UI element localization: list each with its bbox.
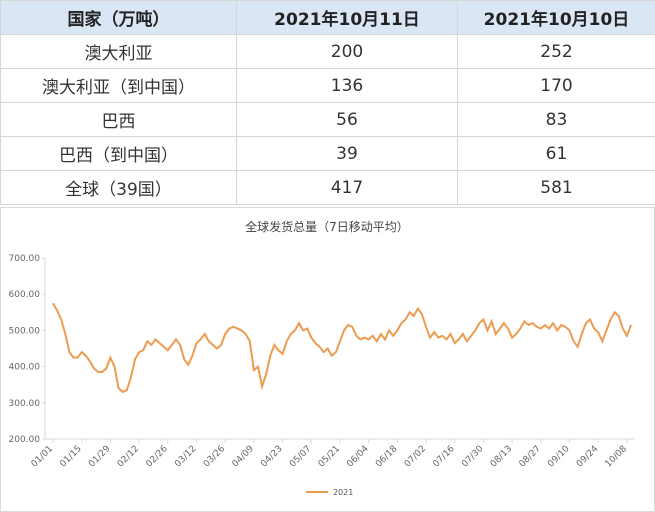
y-tick-label: 300.00 bbox=[9, 399, 41, 409]
chart-title: 全球发货总量（7日移动平均） bbox=[245, 219, 409, 234]
table-row: 全球（39国） 417 581 bbox=[0, 170, 655, 205]
table-cell: 澳大利亚（到中国） bbox=[0, 68, 237, 103]
table-cell: 83 bbox=[457, 102, 655, 137]
header-cell: 国家（万吨） bbox=[0, 0, 237, 35]
table-row: 澳大利亚 200 252 bbox=[0, 34, 655, 69]
header-cell: 2021年10月11日 bbox=[236, 0, 458, 35]
series-line bbox=[52, 302, 632, 394]
table-cell: 全球（39国） bbox=[0, 170, 237, 205]
table-cell: 170 bbox=[457, 68, 655, 103]
table-cell: 56 bbox=[236, 102, 458, 137]
table-cell: 581 bbox=[457, 170, 655, 205]
table-cell: 252 bbox=[457, 34, 655, 69]
table-row: 巴西 56 83 bbox=[0, 102, 655, 137]
table-cell: 巴西（到中国） bbox=[0, 136, 237, 171]
y-tick-label: 700.00 bbox=[9, 254, 41, 264]
table-cell: 61 bbox=[457, 136, 655, 171]
table-cell: 136 bbox=[236, 68, 458, 103]
table-cell: 巴西 bbox=[0, 102, 237, 137]
y-tick-label: 600.00 bbox=[9, 290, 41, 300]
data-table: 国家（万吨） 2021年10月11日 2021年10月10日 澳大利亚 200 25… bbox=[0, 0, 655, 205]
header-cell: 2021年10月10日 bbox=[457, 0, 655, 35]
table-cell: 200 bbox=[236, 34, 458, 69]
y-tick-label: 500.00 bbox=[9, 326, 41, 336]
table-cell: 39 bbox=[236, 136, 458, 171]
y-tick-label: 200.00 bbox=[9, 435, 41, 445]
table-cell: 澳大利亚 bbox=[0, 34, 237, 69]
legend-label: 2021 bbox=[333, 488, 353, 497]
table-row: 澳大利亚（到中国） 136 170 bbox=[0, 68, 655, 103]
chart: 全球发货总量（7日移动平均） 200.00 300.00 400.00 500.00 6… bbox=[0, 207, 655, 512]
y-tick-label: 400.00 bbox=[9, 363, 41, 373]
table-cell: 417 bbox=[236, 170, 458, 205]
header-row: 国家（万吨） 2021年10月11日 2021年10月10日 bbox=[0, 0, 655, 35]
table-row: 巴西（到中国） 39 61 bbox=[0, 136, 655, 171]
